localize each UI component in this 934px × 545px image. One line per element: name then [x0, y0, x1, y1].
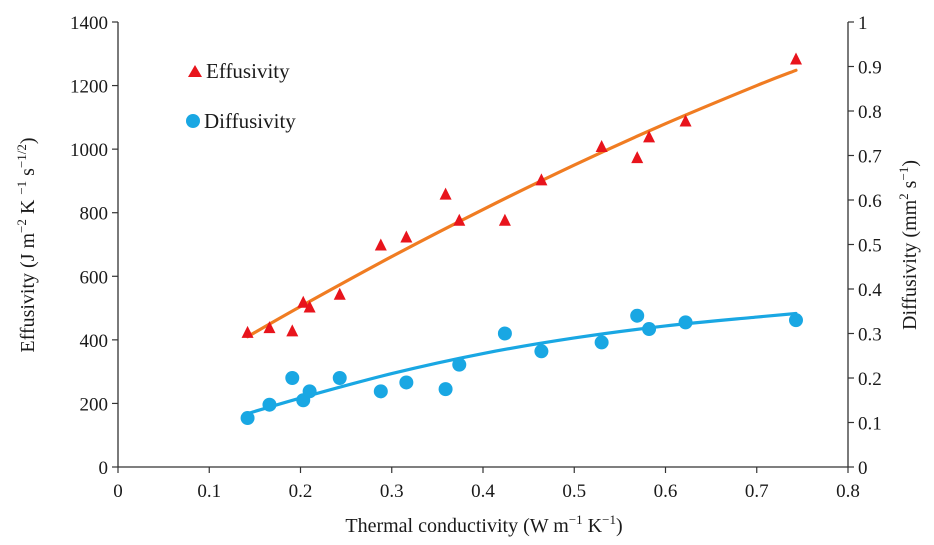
effusivity-point — [679, 114, 692, 127]
x-tick-label: 0.4 — [471, 481, 495, 502]
x-tick-label: 0.7 — [745, 481, 769, 502]
y-right-tick-label: 0.9 — [858, 58, 882, 79]
diffusivity-point — [332, 371, 347, 385]
diffusivity-trendline — [245, 311, 798, 416]
legend-diffusivity-marker — [186, 114, 200, 128]
diffusivity-point — [642, 322, 657, 337]
legend-effusivity-marker — [188, 65, 202, 77]
y-right-tick-label: 1 — [858, 13, 868, 34]
legend-effusivity-label: Effusivity — [206, 59, 290, 83]
y-right-tick-label: 0.3 — [858, 325, 882, 346]
diffusivity-point — [399, 375, 414, 390]
x-tick-label: 0 — [113, 481, 123, 502]
x-axis-title: Thermal conductivity (W m−1 K−1) — [345, 512, 622, 537]
x-tick-label: 0.2 — [289, 481, 313, 502]
effusivity-point — [643, 130, 656, 143]
legend-diffusivity-label: Diffusivity — [204, 109, 296, 133]
y-right-axis-title: Diffusivity (mm2 s−1) — [896, 160, 921, 330]
y-left-tick-label: 1200 — [70, 77, 108, 98]
effusivity-trendline — [245, 68, 798, 339]
y-left-tick-label: 1400 — [70, 13, 108, 34]
effusivity-point — [263, 321, 276, 334]
effusivity-point — [286, 324, 299, 337]
effusivity-point — [439, 187, 452, 200]
x-tick-label: 0.8 — [836, 481, 860, 502]
y-right-tick-label: 0.5 — [858, 236, 882, 257]
diffusivity-point — [302, 384, 317, 399]
effusivity-point — [374, 238, 387, 251]
effusivity-point — [400, 230, 413, 243]
effusivity-point — [453, 213, 466, 226]
effusivity-point — [297, 295, 310, 308]
y-left-tick-label: 0 — [99, 458, 109, 479]
effusivity-point — [241, 325, 254, 338]
ticks: 0 0.1 0.2 0.3 0.4 0.5 0.6 0.7 0.8020040060080010… — [70, 13, 882, 502]
effusivity-point — [535, 173, 548, 186]
y-left-tick-label: 400 — [80, 331, 109, 352]
diffusivity-point — [678, 315, 693, 330]
y-left-tick-label: 800 — [80, 204, 109, 225]
diffusivity-point — [497, 326, 512, 341]
x-tick-label: 0.5 — [562, 481, 586, 502]
diffusivity-point — [452, 357, 467, 372]
axes — [117, 22, 849, 468]
y-left-tick-label: 600 — [80, 267, 109, 288]
trendlines — [245, 68, 798, 416]
diffusivity-point — [373, 384, 388, 399]
x-tick-label: 0.1 — [197, 481, 221, 502]
effusivity-point — [333, 287, 346, 300]
y-right-tick-label: 0 — [858, 458, 868, 479]
diffusivity-point — [630, 308, 645, 323]
diffusivity-point — [285, 371, 300, 385]
x-tick-label: 0.3 — [380, 481, 404, 502]
y-right-tick-label: 0.1 — [858, 414, 882, 435]
effusivity-point — [631, 151, 644, 164]
data-points — [240, 52, 803, 426]
y-right-tick-label: 0.4 — [858, 280, 882, 301]
diffusivity-point — [240, 411, 255, 426]
effusivity-point — [595, 139, 608, 152]
x-tick-label: 0.6 — [654, 481, 678, 502]
y-left-axis-title: Effusivity (J m−2 K −1 s−1/2) — [14, 137, 39, 352]
diffusivity-point — [438, 382, 453, 397]
legend: Effusivity Diffusivity — [186, 59, 296, 133]
diffusivity-point — [594, 335, 609, 350]
effusivity-point — [498, 213, 511, 226]
effusivity-point — [303, 300, 316, 313]
y-right-tick-label: 0.2 — [858, 369, 882, 390]
y-left-tick-label: 1000 — [70, 140, 108, 161]
y-right-tick-label: 0.6 — [858, 191, 882, 212]
effusivity-point — [789, 52, 802, 65]
y-left-tick-label: 200 — [80, 394, 109, 415]
y-right-tick-label: 0.7 — [858, 147, 882, 168]
diffusivity-point — [788, 313, 803, 328]
diffusivity-point — [534, 344, 549, 359]
y-right-tick-label: 0.8 — [858, 102, 882, 123]
diffusivity-point — [262, 397, 277, 412]
